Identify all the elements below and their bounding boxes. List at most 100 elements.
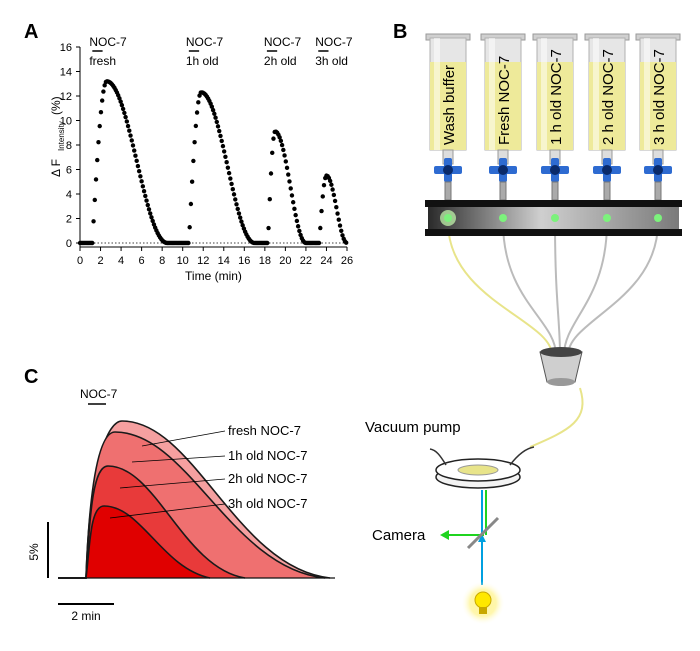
- trace-point: [294, 218, 300, 224]
- valve-stem: [551, 181, 559, 201]
- trace-point: [290, 200, 296, 205]
- syringe-highlight: [593, 38, 599, 150]
- trace-point: [267, 196, 272, 202]
- trace-point: [223, 154, 228, 159]
- trace-point: [340, 233, 345, 238]
- x-tick-label: 2: [97, 255, 103, 267]
- trace-point: [209, 104, 215, 109]
- trace-point: [236, 211, 242, 216]
- rail-bottom: [425, 229, 682, 236]
- trace-point: [136, 168, 142, 174]
- trace-point: [234, 202, 239, 207]
- trace-point: [189, 179, 195, 184]
- trace-point: [196, 100, 201, 105]
- tube: [502, 221, 557, 356]
- led: [444, 214, 452, 222]
- trace-point: [214, 119, 219, 125]
- bulb-base: [479, 607, 487, 614]
- trace-point: [149, 215, 154, 220]
- bulb-icon: [474, 591, 492, 609]
- trace-point: [145, 202, 150, 208]
- trace-point: [289, 193, 295, 198]
- trace-point: [125, 123, 131, 129]
- trace-point: [288, 186, 293, 191]
- x-tick-label: 0: [77, 255, 83, 267]
- rail-top: [425, 200, 682, 207]
- stimulus-label: NOC-7: [264, 35, 302, 49]
- trace-point: [193, 123, 199, 129]
- valve-center: [602, 165, 612, 175]
- trace-point: [295, 224, 301, 229]
- led: [499, 214, 507, 222]
- stimulus-sublabel: 1h old: [186, 54, 219, 68]
- trace-point: [186, 240, 191, 246]
- vacuum-pump-label: Vacuum pump: [365, 419, 461, 436]
- trace-point: [90, 240, 95, 246]
- trace-point: [191, 158, 196, 164]
- trace-point: [122, 110, 127, 116]
- trace-point: [229, 181, 234, 187]
- trace-point: [316, 240, 322, 246]
- trace-point: [293, 212, 298, 218]
- trace-point: [235, 206, 240, 212]
- x-tick-label: 24: [320, 255, 332, 267]
- trace-point: [98, 109, 104, 115]
- trace-point: [128, 133, 133, 138]
- trace-point: [339, 228, 344, 233]
- trace-point: [133, 153, 138, 158]
- panel-b-diagram: Wash buffer Fresh NOC-7 1 h old NOC-7 2 h o…: [365, 33, 682, 625]
- trace-point: [148, 211, 153, 216]
- trace-point: [282, 153, 287, 158]
- trace-point: [141, 188, 147, 194]
- y-tick-label: 4: [66, 189, 72, 201]
- trace-point: [231, 192, 237, 197]
- trace-point: [217, 128, 222, 134]
- syringe-highlight: [434, 38, 440, 150]
- scale-bar-x-label: 2 min: [71, 609, 100, 623]
- y-axis-title-sub: Intensity: [57, 121, 66, 151]
- dichroic-mirror: [466, 516, 500, 550]
- trace-point: [327, 178, 333, 184]
- trace-point: [224, 160, 229, 165]
- trace-point: [233, 197, 238, 202]
- y-tick-label: 6: [66, 165, 72, 177]
- syringe-label: Fresh NOC-7: [496, 56, 513, 145]
- x-tick-label: 16: [238, 255, 250, 267]
- trace-point: [221, 149, 227, 154]
- trace-point: [265, 240, 270, 246]
- y-tick-label: 2: [66, 214, 72, 226]
- trace-point: [343, 240, 349, 245]
- trace-point: [95, 157, 100, 163]
- trace-point: [331, 192, 337, 198]
- trace-point: [192, 139, 197, 145]
- x-tick-label: 4: [118, 255, 124, 267]
- trace-point: [219, 138, 224, 144]
- series-outline: [58, 465, 246, 579]
- trace-point: [278, 138, 284, 144]
- stimulus-sublabel: 3h old: [315, 54, 348, 68]
- y-tick-label: 0: [66, 238, 72, 250]
- trace-point: [210, 107, 216, 113]
- trace-point: [138, 174, 143, 179]
- trace-point: [321, 182, 327, 188]
- series-label: 1h old NOC-7: [228, 448, 307, 463]
- trace-point: [99, 98, 105, 103]
- trace-point: [135, 163, 141, 169]
- valve-center: [498, 165, 508, 175]
- series-label: 2h old NOC-7: [228, 471, 307, 486]
- x-tick-label: 26: [341, 255, 353, 267]
- tube: [554, 221, 561, 356]
- syringe-label: Wash buffer: [441, 65, 458, 145]
- trace-point: [139, 179, 144, 184]
- stimulus-sublabel: fresh: [89, 54, 116, 68]
- x-tick-label: 22: [300, 255, 312, 267]
- trace-point: [284, 165, 290, 171]
- trace-point: [281, 147, 286, 153]
- trace-point: [228, 176, 233, 181]
- valve-center: [653, 165, 663, 175]
- outflow-tube: [529, 387, 584, 448]
- trace-point: [238, 215, 243, 220]
- trace-point: [215, 124, 221, 129]
- manifold-bottom: [547, 378, 575, 386]
- trace-point: [230, 187, 236, 192]
